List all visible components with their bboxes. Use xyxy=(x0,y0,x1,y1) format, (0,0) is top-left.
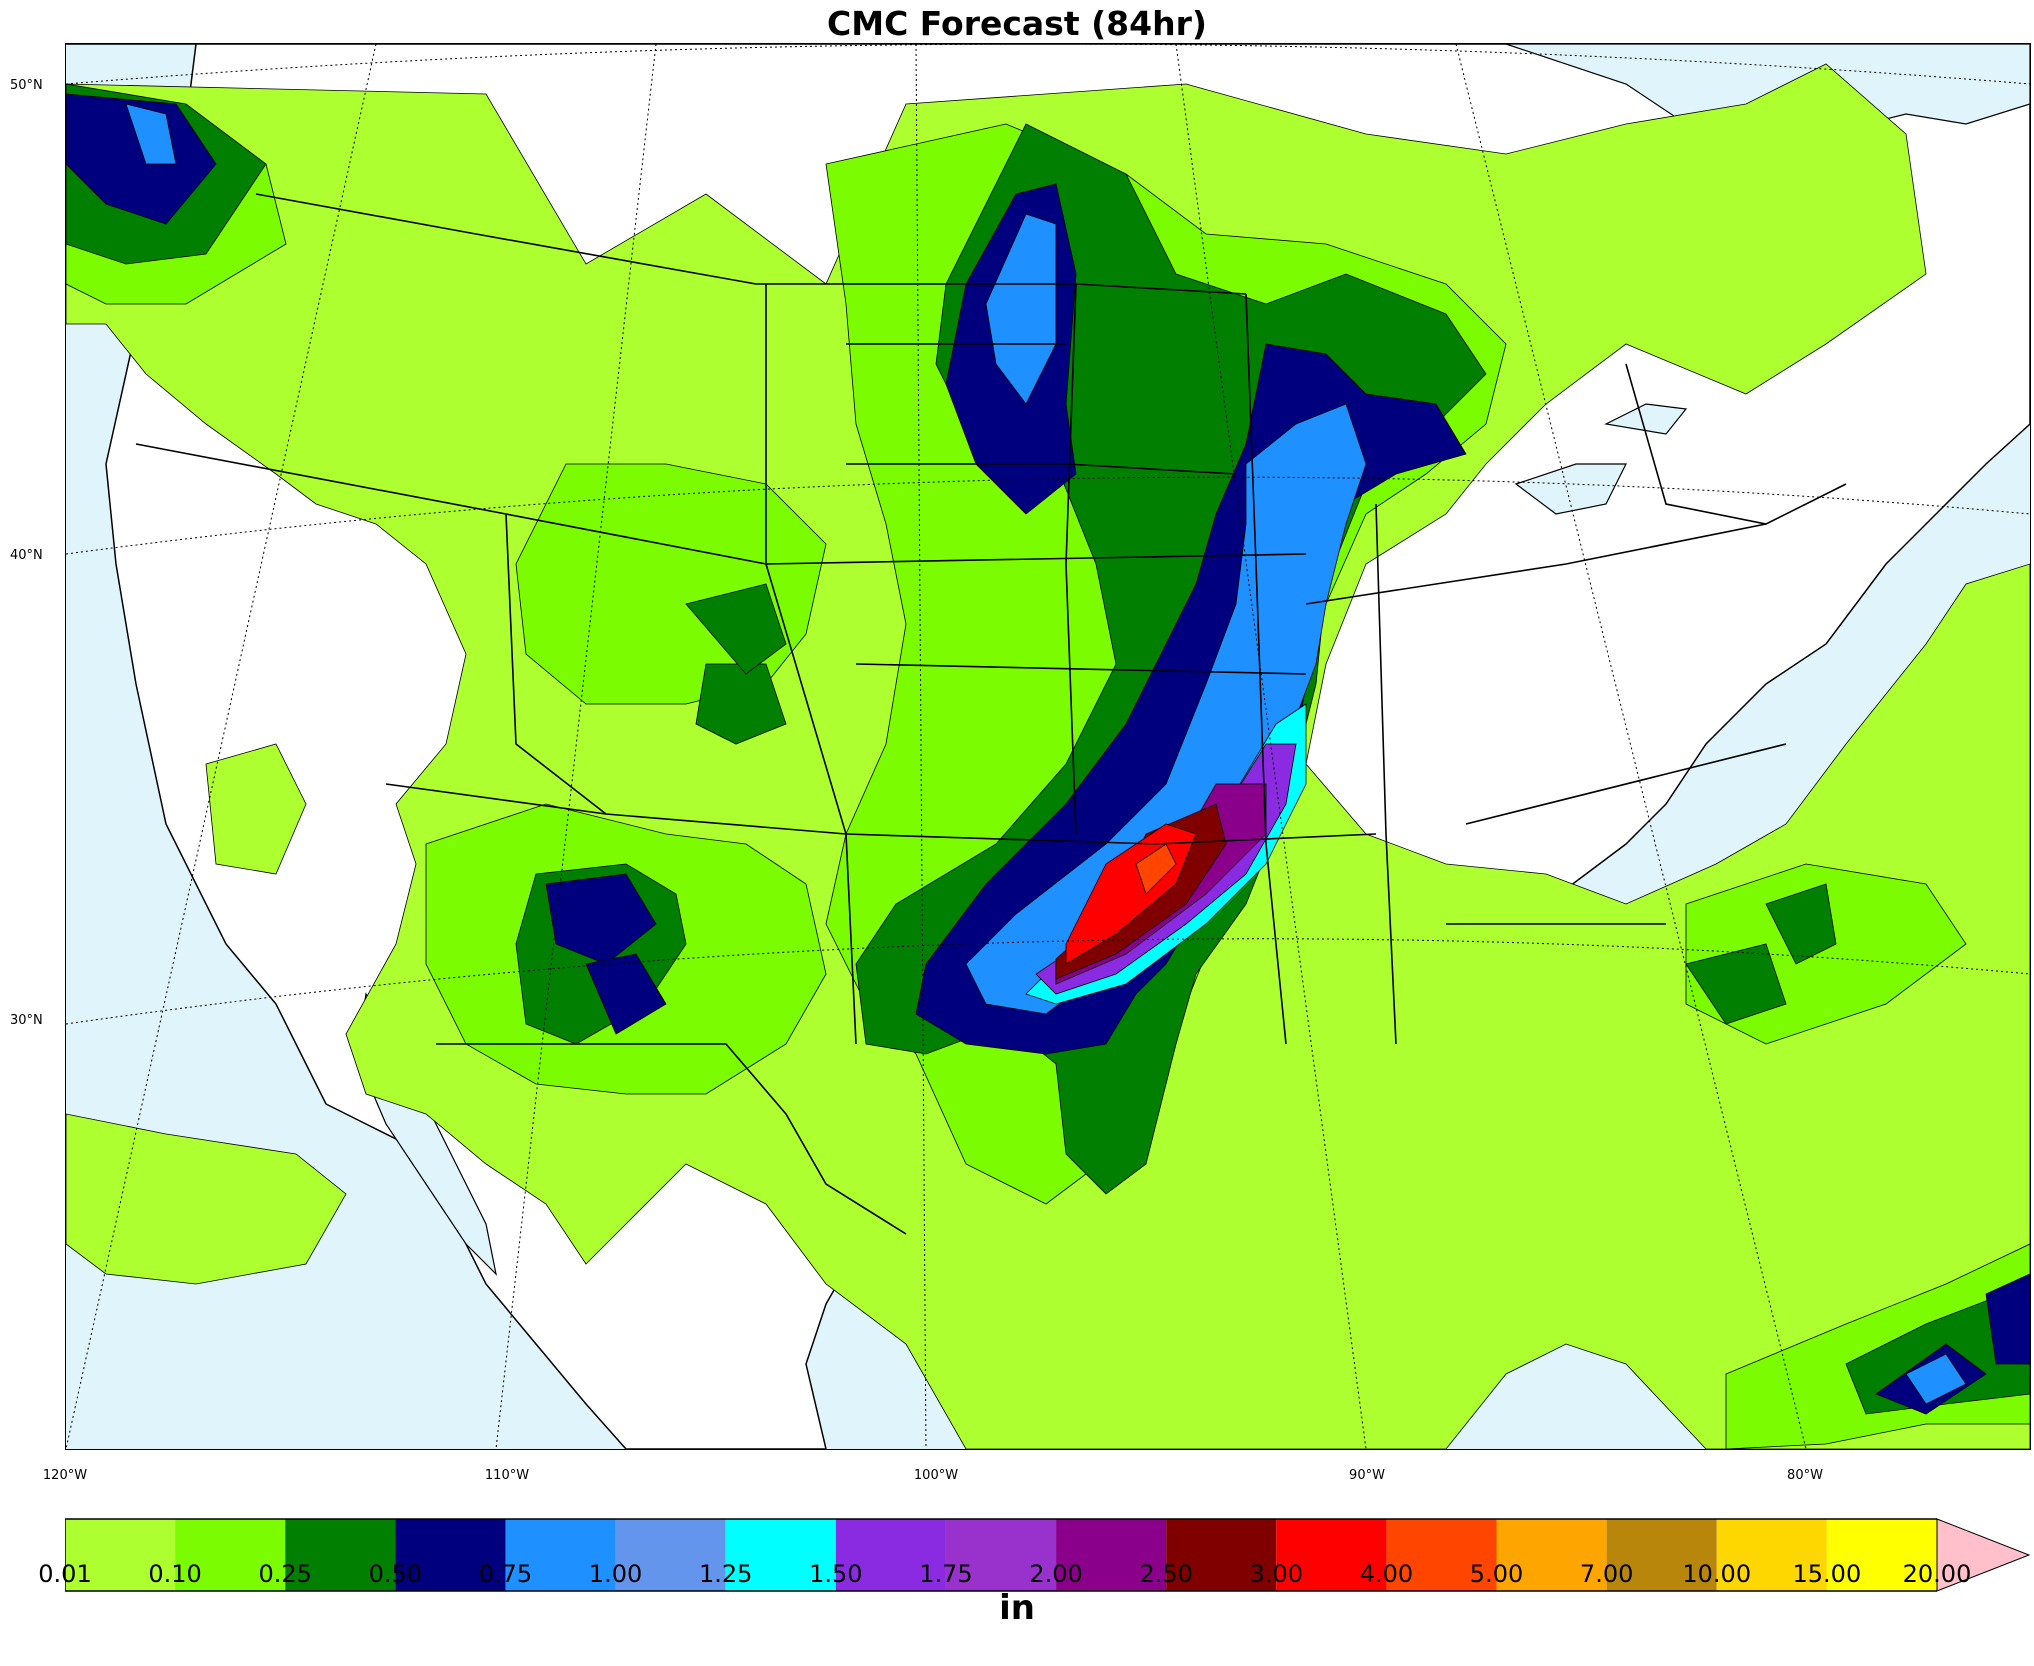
colorbar-tick-label: 2.50 xyxy=(1139,1560,1193,1588)
precipitation-map xyxy=(66,44,2030,1449)
colorbar-segment xyxy=(1056,1519,1167,1591)
colorbar-segment xyxy=(1606,1519,1717,1591)
precip-layer-0.75 xyxy=(125,103,1967,1405)
colorbar-segment xyxy=(1826,1519,1937,1591)
colorbar-segment xyxy=(65,1519,176,1591)
lon-label-110w: 110°W xyxy=(484,1468,530,1483)
lon-label-120w: 120°W xyxy=(42,1468,88,1483)
lat-label-40n: 40°N xyxy=(10,548,43,563)
lon-label-90w: 90°W xyxy=(1349,1468,1385,1483)
colorbar-segment xyxy=(175,1519,286,1591)
colorbar-tick-label: 5.00 xyxy=(1469,1560,1524,1588)
colorbar-tick-label: 20.00 xyxy=(1902,1560,1972,1588)
colorbar-segment xyxy=(395,1519,506,1591)
colorbar-tick-label: 2.00 xyxy=(1029,1560,1083,1588)
map-area xyxy=(65,43,2031,1450)
colorbar-segment xyxy=(1716,1519,1827,1591)
precip-layer-4.00 xyxy=(1135,843,1177,895)
colorbar-tick-label: 15.00 xyxy=(1792,1560,1862,1588)
chart-title: CMC Forecast (84hr) xyxy=(827,4,1207,43)
colorbar-segment xyxy=(1386,1519,1497,1591)
colorbar-tick-label: 1.50 xyxy=(809,1560,863,1588)
colorbar-tick-label: 4.00 xyxy=(1359,1560,1414,1588)
colorbar-segment xyxy=(1166,1519,1277,1591)
colorbar-segment xyxy=(505,1519,616,1591)
colorbar-tick-label: 7.00 xyxy=(1579,1560,1634,1588)
colorbar-tick-label: 0.25 xyxy=(258,1560,312,1588)
colorbar-outline xyxy=(65,1518,1937,1592)
colorbar-tick-label: 1.25 xyxy=(698,1560,753,1588)
colorbar xyxy=(65,1518,2031,1592)
lat-label-30n: 30°N xyxy=(10,1013,43,1028)
political-borders xyxy=(135,193,1847,1235)
lat-label-50n: 50°N xyxy=(10,78,43,93)
colorbar-tick-label: 0.50 xyxy=(368,1560,423,1588)
colorbar-segment xyxy=(1276,1519,1387,1591)
colorbar-segment xyxy=(835,1519,946,1591)
colorbar-segment xyxy=(285,1519,396,1591)
colorbar-tick-label: 10.00 xyxy=(1682,1560,1752,1588)
colorbar-tick-label: 0.10 xyxy=(148,1560,202,1588)
colorbar-segment xyxy=(945,1519,1057,1591)
colorbar-tick-label: 3.00 xyxy=(1249,1560,1303,1588)
colorbar-tick-label: 1.00 xyxy=(588,1560,643,1588)
lon-label-100w: 100°W xyxy=(913,1468,959,1483)
colorbar-segment xyxy=(725,1519,836,1591)
colorbar-tick-label: 1.75 xyxy=(919,1560,973,1588)
lon-label-80w: 80°W xyxy=(1787,1468,1823,1483)
colorbar-extend-arrow xyxy=(1936,1518,2031,1592)
colorbar-unit-label: in xyxy=(999,1588,1035,1628)
graticule xyxy=(66,44,2030,1449)
colorbar-segment xyxy=(1496,1519,1607,1591)
colorbar-tick-label: 0.01 xyxy=(38,1560,92,1588)
colorbar-segment xyxy=(615,1519,726,1591)
colorbar-tick-label: 0.75 xyxy=(478,1560,533,1588)
